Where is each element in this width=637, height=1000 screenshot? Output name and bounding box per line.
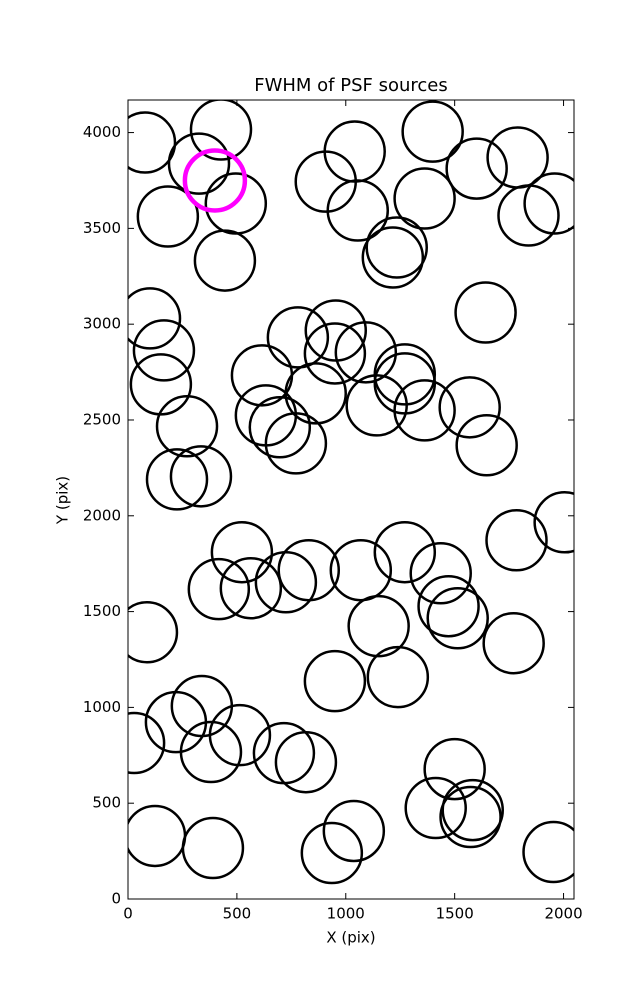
chart-title: FWHM of PSF sources	[254, 75, 448, 96]
source-marker	[182, 148, 248, 213]
source-marker	[409, 542, 472, 605]
source-marker	[345, 374, 408, 437]
x-tick-label: 500	[223, 905, 252, 923]
source-marker	[266, 306, 330, 369]
source-marker	[393, 379, 456, 442]
y-tick-label: 0	[111, 890, 121, 908]
source-marker	[441, 778, 504, 842]
source-marker	[326, 179, 390, 242]
source-marker	[303, 322, 367, 385]
source-marker	[128, 601, 179, 664]
source-marker	[254, 551, 318, 614]
source-marker	[132, 319, 196, 382]
source-marker	[329, 538, 393, 602]
source-marker	[533, 491, 574, 554]
source-marker	[128, 804, 187, 868]
x-tick-label: 1500	[436, 905, 474, 923]
x-tick-label: 1000	[327, 905, 365, 923]
source-marker	[145, 448, 209, 511]
source-marker	[423, 737, 486, 801]
source-marker	[208, 703, 272, 767]
source-marker	[497, 184, 560, 247]
source-marker	[300, 821, 364, 885]
source-marker	[334, 321, 398, 384]
source-marker	[128, 111, 177, 174]
source-marker	[365, 216, 428, 279]
source-marker	[219, 556, 283, 620]
source-marker	[366, 645, 430, 709]
x-tick-label: 2000	[544, 905, 582, 923]
source-marker	[438, 376, 501, 439]
source-marker	[264, 412, 328, 475]
source-marker	[417, 574, 480, 638]
source-marker	[455, 414, 518, 477]
y-tick-label: 500	[92, 794, 121, 812]
source-marker	[454, 281, 517, 344]
y-tick-label: 2500	[83, 410, 121, 428]
source-marker	[136, 185, 200, 248]
y-axis-label: Y (pix)	[54, 476, 72, 525]
source-marker	[189, 100, 253, 161]
source-marker	[445, 137, 508, 200]
y-tick-label: 4000	[83, 123, 121, 141]
source-marker	[303, 649, 367, 713]
source-marker	[522, 820, 574, 884]
y-tick-label: 1000	[83, 698, 121, 716]
source-marker	[322, 799, 386, 863]
source-marker	[485, 509, 548, 572]
source-marker	[128, 711, 166, 775]
y-tick-label: 3500	[83, 219, 121, 237]
source-marker	[248, 396, 312, 459]
source-marker	[347, 594, 410, 658]
source-marker	[128, 287, 182, 350]
source-marker	[155, 395, 219, 458]
source-marker	[404, 776, 467, 840]
source-marker	[401, 100, 464, 163]
source-marker	[167, 132, 231, 195]
x-axis-label: X (pix)	[326, 929, 375, 947]
source-marker	[187, 557, 251, 621]
source-marker	[129, 353, 193, 416]
source-marker	[179, 720, 243, 784]
source-marker	[210, 520, 274, 584]
source-marker	[169, 445, 233, 508]
source-marker	[393, 167, 456, 230]
y-tick-label: 2000	[83, 506, 121, 524]
source-marker	[373, 520, 437, 584]
source-marker	[361, 226, 425, 289]
source-marker	[426, 587, 489, 650]
source-marker	[277, 538, 341, 602]
source-marker	[181, 816, 245, 880]
source-marker	[523, 172, 574, 235]
source-marker	[482, 611, 545, 675]
source-marker	[274, 730, 338, 794]
x-tick-label: 0	[123, 905, 133, 923]
y-tick-label: 3000	[83, 315, 121, 333]
source-marker	[193, 229, 257, 292]
source-marker	[439, 785, 502, 849]
plot-frame	[127, 99, 575, 900]
y-tick-label: 1500	[83, 602, 121, 620]
